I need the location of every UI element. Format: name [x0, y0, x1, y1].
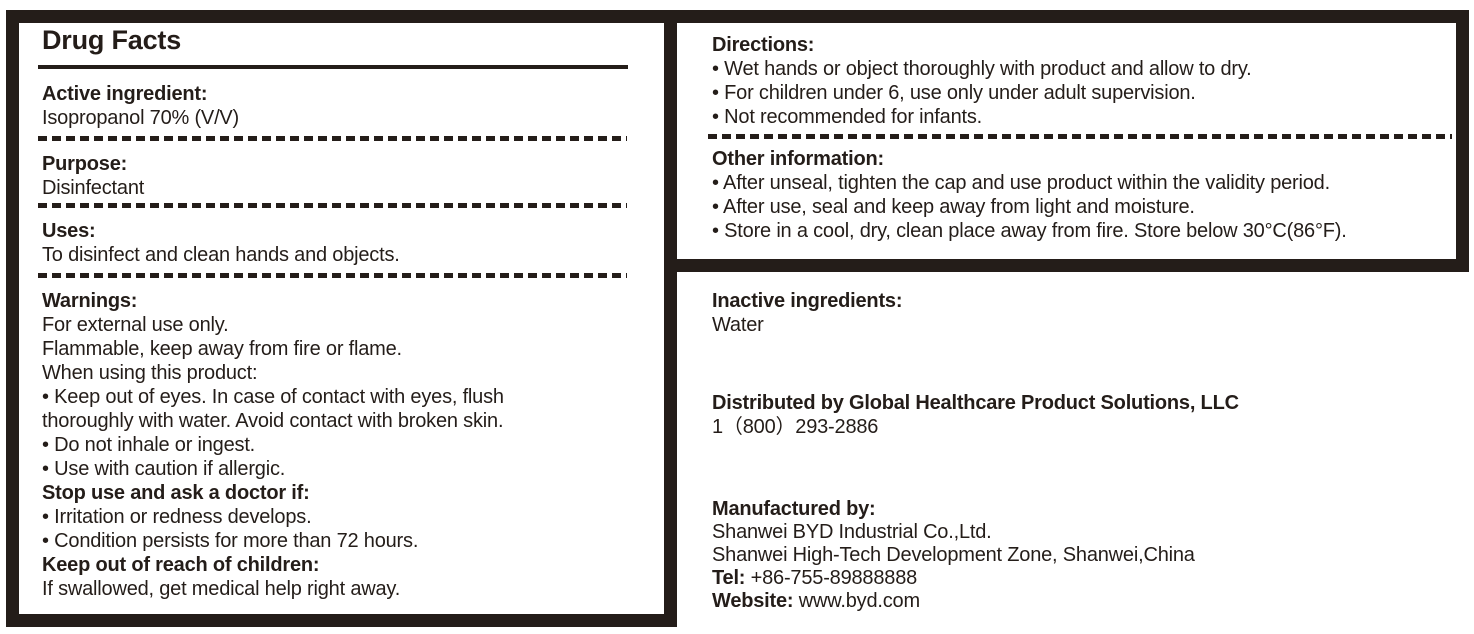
distributor-phone: 1（800）293-2886 — [712, 416, 879, 438]
section-divider — [38, 273, 627, 278]
directions-bullet: • Wet hands or object thoroughly with pr… — [712, 58, 1252, 80]
warnings-subhead-keep-out: Keep out of reach of children: — [42, 554, 320, 576]
drug-facts-title: Drug Facts — [42, 25, 182, 55]
warnings-line: • Irritation or redness develops. — [42, 506, 312, 528]
inactive-ingredients-block: Inactive ingredients: Water — [712, 289, 902, 337]
other-information-bullet: • After use, seal and keep away from lig… — [712, 196, 1195, 218]
warnings-line: For external use only. — [42, 314, 229, 336]
manufacturer-website-line: Website: www.byd.com — [712, 590, 1195, 613]
warnings-line: If swallowed, get medical help right awa… — [42, 578, 401, 600]
warnings-line: When using this product: — [42, 362, 258, 384]
manufacturer-tel-line: Tel: +86-755-89888888 — [712, 567, 1195, 590]
warnings-header: Warnings: — [42, 290, 138, 312]
active-ingredient-header: Active ingredient: — [42, 83, 208, 105]
purpose-header: Purpose: — [42, 153, 128, 175]
manufacturer-header: Manufactured by: — [712, 498, 876, 520]
other-information-bullet: • After unseal, tighten the cap and use … — [712, 172, 1330, 194]
active-ingredient-value: Isopropanol 70% (V/V) — [42, 107, 240, 129]
directions-panel: Directions: • Wet hands or object thorou… — [664, 10, 1469, 272]
inactive-ingredients-header: Inactive ingredients: — [712, 290, 903, 312]
other-information-header: Other information: — [712, 148, 884, 170]
company-info-section: Inactive ingredients: Water Distributed … — [712, 272, 1456, 632]
warnings-line: • Condition persists for more than 72 ho… — [42, 530, 419, 552]
warnings-line: • Keep out of eyes. In case of contact w… — [42, 386, 504, 408]
title-rule — [38, 65, 628, 69]
warnings-line: Flammable, keep away from fire or flame. — [42, 338, 402, 360]
uses-value: To disinfect and clean hands and objects… — [42, 244, 400, 266]
inactive-ingredients-value: Water — [712, 314, 764, 336]
manufacturer-block: Manufactured by: Shanwei BYD Industrial … — [712, 498, 1195, 613]
directions-header: Directions: — [712, 34, 815, 56]
section-divider — [38, 203, 627, 208]
warnings-line: • Use with caution if allergic. — [42, 458, 286, 480]
section-divider — [708, 134, 1452, 139]
section-divider — [38, 136, 627, 141]
manufacturer-company: Shanwei BYD Industrial Co.,Ltd. — [712, 521, 992, 543]
warnings-line: thoroughly with water. Avoid contact wit… — [42, 410, 504, 432]
website-value: www.byd.com — [793, 590, 920, 612]
directions-bullet: • Not recommended for infants. — [712, 106, 983, 128]
manufacturer-address: Shanwei High-Tech Development Zone, Shan… — [712, 544, 1195, 566]
purpose-value: Disinfectant — [42, 177, 145, 199]
warnings-subhead-stop-use: Stop use and ask a doctor if: — [42, 482, 310, 504]
distributor-block: Distributed by Global Healthcare Product… — [712, 391, 1239, 439]
tel-label: Tel: — [712, 567, 746, 589]
distributor-name: Distributed by Global Healthcare Product… — [712, 392, 1239, 414]
other-information-bullet: • Store in a cool, dry, clean place away… — [712, 220, 1347, 242]
tel-value: +86-755-89888888 — [745, 567, 918, 589]
warnings-line: • Do not inhale or ingest. — [42, 434, 256, 456]
uses-header: Uses: — [42, 220, 96, 242]
directions-bullet: • For children under 6, use only under a… — [712, 82, 1196, 104]
website-label: Website: — [712, 590, 794, 612]
drug-facts-panel: Drug Facts Active ingredient: Isopropano… — [6, 10, 677, 627]
